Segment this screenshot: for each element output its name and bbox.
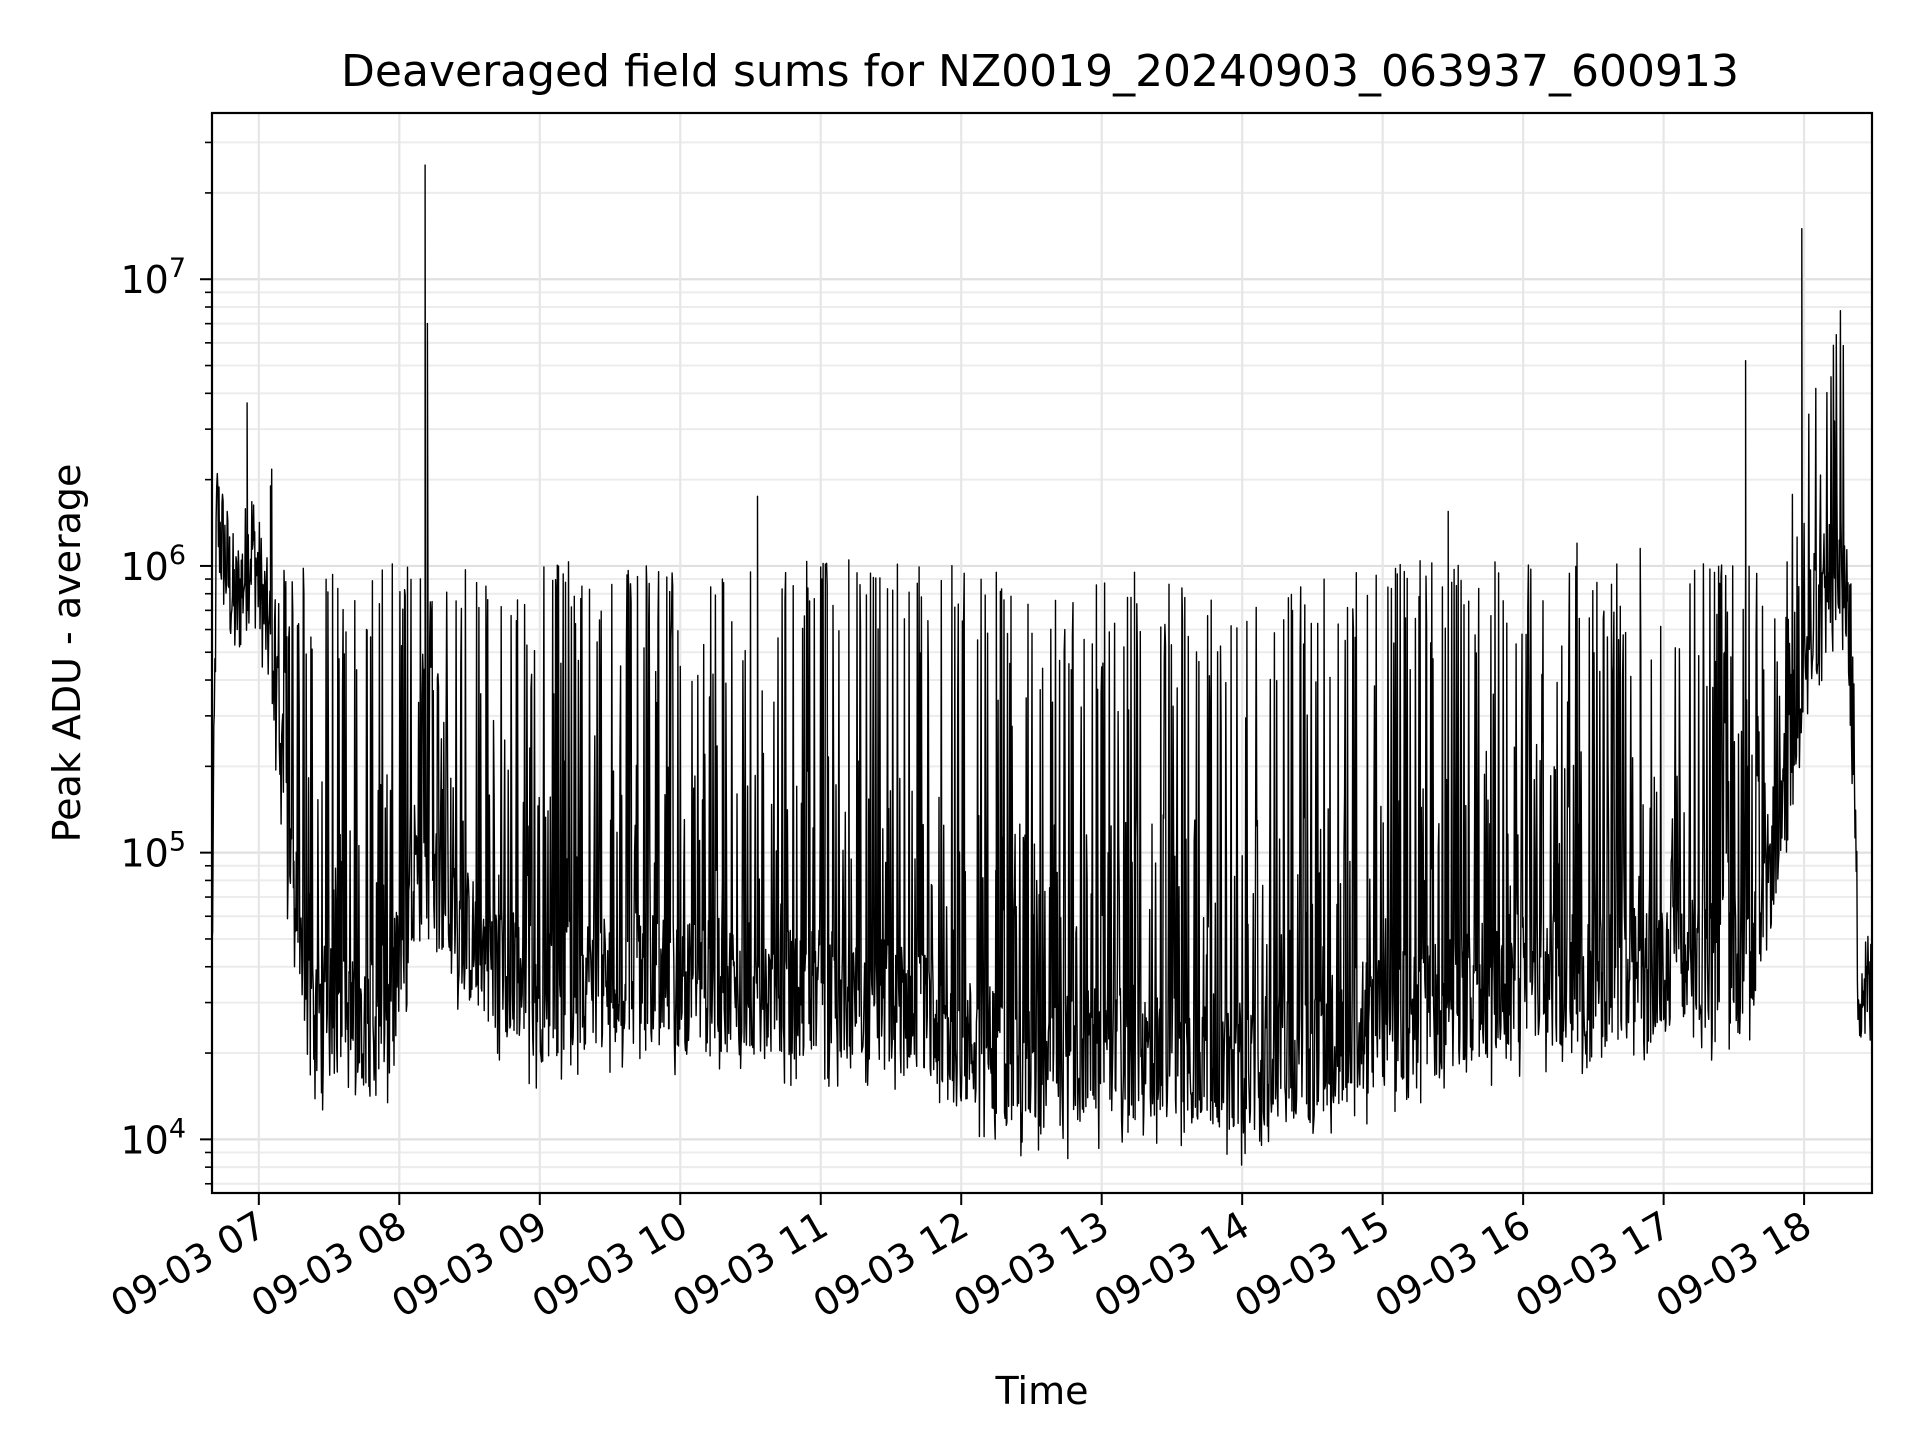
y-tick-label: 104: [120, 1113, 186, 1162]
y-axis: 104 105 106 107: [120, 141, 212, 1185]
series-layer: [211, 164, 1873, 1166]
chart-title: Deaveraged field sums for NZ0019_2024090…: [341, 46, 1739, 97]
y-axis-label: Peak ADU - average: [45, 464, 89, 843]
x-axis-label: Time: [995, 1369, 1089, 1413]
y-tick-label: 106: [120, 540, 186, 589]
series-line: [211, 164, 1873, 1166]
y-tick-label: 107: [120, 253, 186, 302]
y-tick-label: 105: [120, 827, 186, 876]
